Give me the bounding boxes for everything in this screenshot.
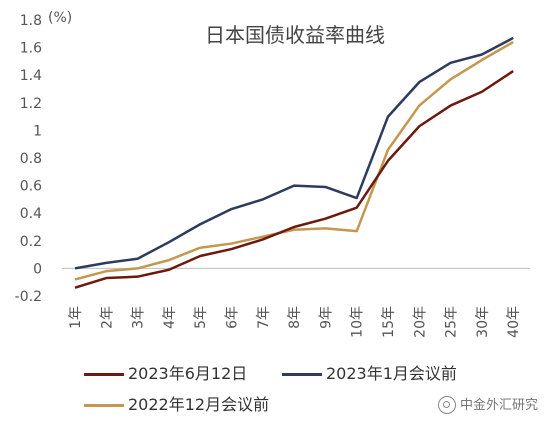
x-tick-label: 9年 [318, 306, 334, 329]
y-tick-label: 0.6 [20, 179, 42, 195]
x-tick-label: 20年 [412, 306, 428, 338]
y-tick-label: 0.2 [20, 234, 42, 250]
wechat-icon [437, 396, 456, 414]
x-tick-label: 3年 [131, 306, 147, 329]
y-tick-label: 1 [33, 123, 42, 139]
y-axis-ticks: 1.8 1.6 1.4 1.2 1 0.8 0.6 0.4 0.2 0 -0.2 [15, 13, 42, 305]
x-tick-label: 25年 [444, 306, 460, 338]
y-tick-label: 1.2 [20, 96, 42, 112]
x-axis-ticks: 1年 2年 3年 4年 5年 6年 7年 8年 9年 10年 15年 20年 25年 30年 40年 [68, 306, 522, 338]
y-tick-label: -0.2 [15, 289, 42, 305]
x-tick-label: 30年 [475, 306, 491, 338]
y-tick-label: 0.8 [20, 151, 42, 167]
y-axis-unit-label: (%) [48, 10, 72, 26]
x-tick-label: 2年 [99, 306, 115, 329]
legend-label-series-3: 2022年12月会议前 [128, 395, 270, 414]
series-line-2 [74, 36, 514, 270]
legend-swatch-series-2 [282, 373, 322, 376]
x-tick-label: 10年 [350, 306, 366, 338]
y-tick-label: 1.4 [20, 68, 42, 84]
x-tick-label: 40年 [506, 306, 522, 338]
y-tick-label: 1.6 [20, 41, 42, 57]
x-tick-label: 5年 [193, 306, 209, 329]
series-line-3 [74, 40, 514, 281]
legend-label-series-2: 2023年1月会议前 [326, 364, 457, 383]
legend-label-series-1: 2023年6月12日 [128, 364, 248, 383]
x-tick-label: 6年 [225, 306, 241, 329]
y-tick-label: 1.8 [20, 13, 42, 29]
x-tick-label: 1年 [68, 306, 84, 329]
y-tick-label: 0 [33, 261, 42, 277]
series-line-1 [74, 70, 514, 289]
legend-swatch-series-3 [84, 404, 124, 407]
y-tick-label: 0.4 [20, 206, 42, 222]
watermark: 中金外汇研究 [437, 394, 538, 414]
x-tick-label: 8年 [287, 306, 303, 329]
x-tick-label: 15年 [381, 306, 397, 338]
legend-swatch-series-1 [84, 373, 124, 376]
x-tick-label: 4年 [162, 306, 178, 329]
x-tick-label: 7年 [256, 306, 272, 329]
series-lines [74, 36, 514, 289]
chart-title: 日本国债收益率曲线 [205, 23, 385, 47]
watermark-text: 中金外汇研究 [459, 397, 538, 413]
